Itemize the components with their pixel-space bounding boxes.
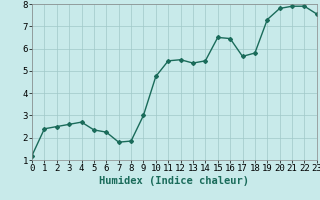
X-axis label: Humidex (Indice chaleur): Humidex (Indice chaleur) [100, 176, 249, 186]
